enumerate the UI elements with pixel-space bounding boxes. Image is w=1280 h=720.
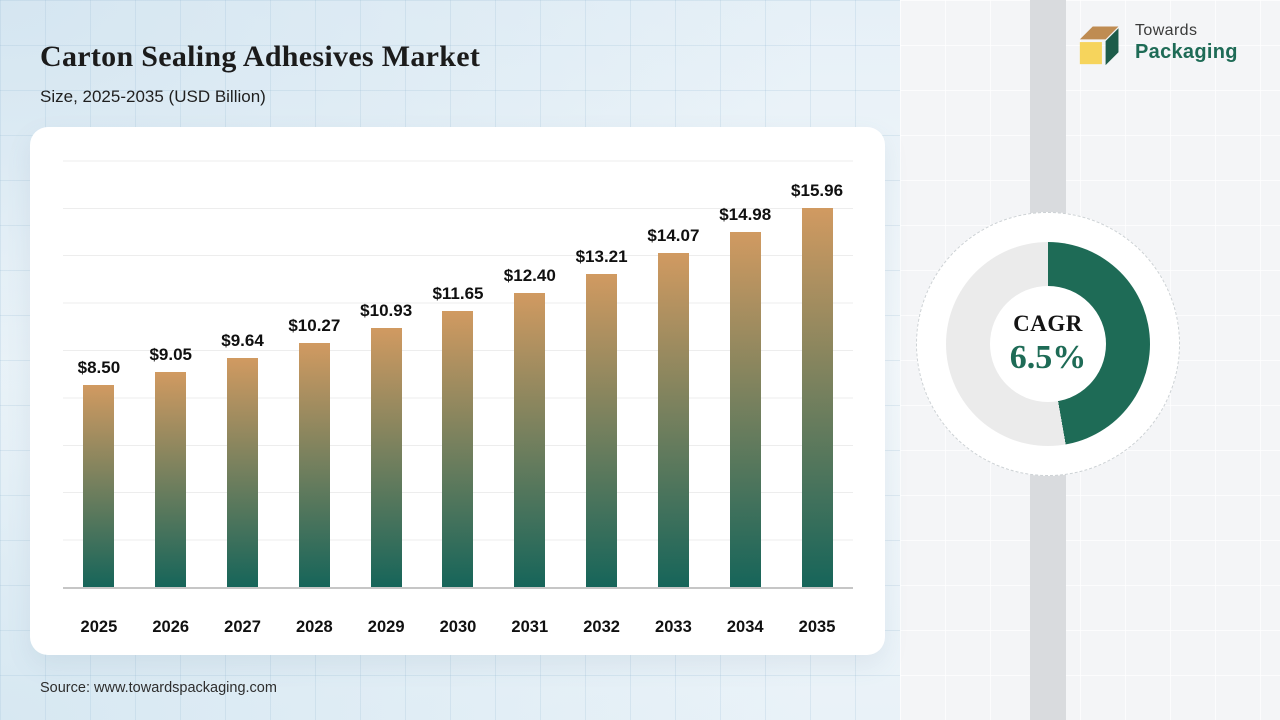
cagr-value: 6.5% [1009, 339, 1087, 376]
x-axis-label: 2030 [439, 618, 477, 636]
bar-value-label: $11.65 [432, 283, 484, 303]
bar [657, 253, 689, 587]
cagr-label: CAGR [1013, 311, 1083, 336]
bar-value-label: $14.98 [719, 204, 772, 224]
bar-column-2025: $8.50 [63, 160, 135, 587]
bar-chart-card: $8.50 $9.05 $9.64 $10.27 $10.93 $11.65 $12.40 $… [30, 127, 885, 655]
bar [514, 292, 546, 587]
bar-column-2026: $9.05 [135, 160, 207, 587]
bar-value-label: $9.05 [149, 345, 192, 365]
bar-value-label: $13.21 [575, 246, 628, 266]
bar [83, 385, 115, 587]
x-axis-line [63, 587, 853, 589]
bar-column-2032: $13.21 [566, 160, 638, 587]
bar-value-label: $9.64 [221, 331, 264, 351]
bar [442, 310, 474, 587]
bar-column-2034: $14.98 [709, 160, 781, 587]
bar-column-2027: $9.64 [207, 160, 279, 587]
bar-column-2033: $14.07 [638, 160, 710, 587]
bar-value-label: $10.27 [288, 316, 341, 336]
x-axis-label: 2026 [152, 618, 190, 636]
towards-packaging-logo: Towards Packaging [1078, 20, 1238, 66]
x-axis-label: 2035 [798, 618, 836, 636]
x-axis-label: 2025 [80, 618, 118, 636]
donut-center: CAGR 6.5% [990, 286, 1106, 402]
bar [729, 231, 761, 587]
logo-line1: Towards [1135, 22, 1198, 40]
bar-column-2028: $10.27 [278, 160, 350, 587]
x-axis-label: 2032 [583, 618, 620, 636]
x-axis-label: 2029 [367, 618, 405, 636]
bar [370, 327, 402, 587]
bar-value-label: $10.93 [360, 300, 413, 320]
cagr-donut-chart: CAGR 6.5% [946, 242, 1150, 446]
bar-value-label: $8.50 [77, 358, 121, 378]
x-axis-label: 2031 [511, 618, 549, 636]
logo-text: Towards Packaging [1135, 22, 1238, 63]
bar [298, 343, 330, 587]
bar [227, 358, 259, 587]
bar-column-2030: $11.65 [422, 160, 494, 587]
x-axis-label: 2034 [726, 618, 764, 636]
bar-column-2035: $15.96 [781, 160, 853, 587]
logo-line2: Packaging [1135, 40, 1238, 63]
bar [586, 273, 618, 587]
bar-value-label: $12.40 [503, 265, 556, 285]
package-box-icon [1079, 26, 1119, 66]
bar [801, 208, 833, 587]
x-axis-label: 2027 [224, 618, 261, 636]
bar [155, 372, 187, 587]
x-axis-label: 2033 [655, 618, 692, 636]
bar-column-2029: $10.93 [350, 160, 422, 587]
page-subtitle: Size, 2025-2035 (USD Billion) [40, 87, 266, 106]
bar-value-label: $15.96 [791, 181, 844, 201]
x-axis-labels: 2025 2026 2027 2028 2029 2030 2031 2032 2033 2034… [63, 618, 853, 637]
x-axis-label: 2028 [295, 618, 333, 636]
page-title: Carton Sealing Adhesives Market [40, 40, 481, 73]
bar-chart-plot-area: $8.50 $9.05 $9.64 $10.27 $10.93 $11.65 $12.40 $… [63, 160, 853, 587]
bar-value-label: $14.07 [647, 226, 700, 246]
source-attribution: Source: www.towardspackaging.com [40, 680, 277, 696]
bar-column-2031: $12.40 [494, 160, 566, 587]
